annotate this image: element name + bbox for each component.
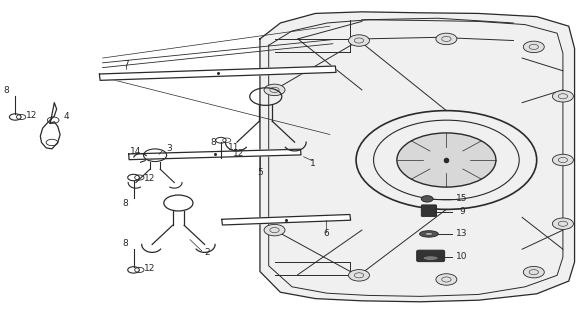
Text: 9: 9 <box>459 207 465 216</box>
FancyBboxPatch shape <box>416 250 444 262</box>
Ellipse shape <box>419 231 438 237</box>
Text: 3: 3 <box>167 144 172 153</box>
FancyBboxPatch shape <box>421 205 436 216</box>
Circle shape <box>264 224 285 236</box>
Polygon shape <box>99 66 336 80</box>
Circle shape <box>523 267 544 278</box>
Circle shape <box>523 41 544 52</box>
Circle shape <box>397 133 496 187</box>
Text: 12: 12 <box>144 174 155 183</box>
Circle shape <box>552 218 573 229</box>
Circle shape <box>436 274 457 285</box>
Circle shape <box>349 270 370 281</box>
Circle shape <box>349 35 370 46</box>
Circle shape <box>552 91 573 102</box>
Text: 10: 10 <box>456 252 468 261</box>
Text: 12: 12 <box>144 264 155 273</box>
Text: 15: 15 <box>456 194 468 204</box>
Polygon shape <box>222 214 350 225</box>
Circle shape <box>264 84 285 96</box>
Text: 6: 6 <box>323 229 329 238</box>
Text: 13: 13 <box>456 229 468 238</box>
Circle shape <box>552 154 573 166</box>
Polygon shape <box>260 12 575 302</box>
Text: 8: 8 <box>122 239 128 248</box>
Circle shape <box>436 33 457 45</box>
Polygon shape <box>128 149 301 160</box>
Text: 2: 2 <box>205 248 210 257</box>
Ellipse shape <box>423 256 438 260</box>
Text: 12: 12 <box>26 111 37 120</box>
Text: 8: 8 <box>122 199 128 208</box>
Text: 7: 7 <box>123 60 129 69</box>
Ellipse shape <box>425 233 433 235</box>
Text: 8: 8 <box>210 138 215 147</box>
Text: 1: 1 <box>310 159 315 168</box>
Text: 8: 8 <box>4 86 9 95</box>
Text: 11: 11 <box>228 143 239 152</box>
Text: 5: 5 <box>257 168 263 177</box>
Text: 12: 12 <box>232 149 244 158</box>
Circle shape <box>421 196 433 202</box>
Text: 14: 14 <box>130 147 141 156</box>
Text: 4: 4 <box>63 113 69 122</box>
